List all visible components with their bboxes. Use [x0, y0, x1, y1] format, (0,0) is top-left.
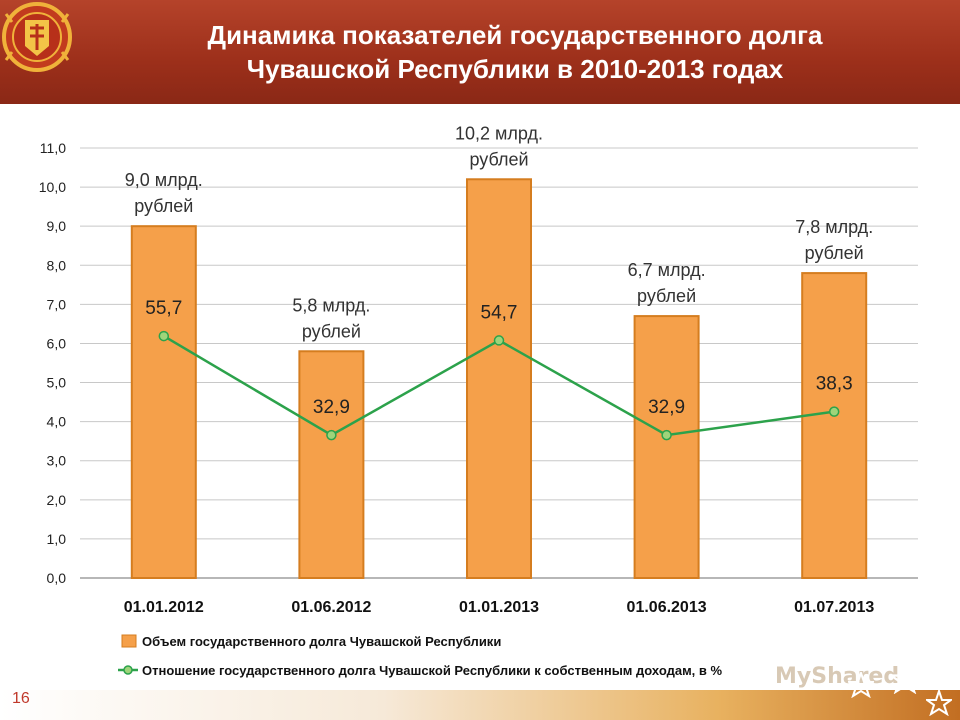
line-point	[493, 335, 505, 346]
bar-data-label: рублей	[469, 149, 528, 169]
chuvashia-emblem-icon	[2, 2, 72, 72]
line-point	[326, 429, 337, 441]
bar-data-label: рублей	[637, 286, 696, 306]
x-tick-label: 01.06.2013	[627, 599, 707, 616]
y-tick-label: 1,0	[47, 531, 67, 547]
bar-data-label: 10,2 млрд.	[455, 123, 543, 143]
bar-data-label: 9,0 млрд.	[125, 170, 203, 190]
bar-data-label: 6,7 млрд.	[628, 260, 706, 280]
star-ornament-icon	[848, 672, 874, 698]
y-tick-label: 9,0	[47, 218, 67, 234]
watermark-text: MyShared	[775, 664, 900, 689]
x-tick-label: 01.01.2012	[124, 599, 204, 616]
bar-data-label: 7,8 млрд.	[795, 217, 873, 237]
bar-data-label: 5,8 млрд.	[292, 295, 370, 315]
y-tick-label: 10,0	[39, 179, 66, 195]
slide-footer	[0, 690, 960, 720]
line-point	[158, 330, 170, 342]
legend-marker	[123, 665, 133, 675]
line-point	[661, 429, 672, 441]
bar-data-label: рублей	[302, 321, 361, 341]
slide-header	[0, 0, 960, 104]
legend-swatch-bar	[121, 634, 137, 648]
line-data-label: 54,7	[481, 302, 518, 323]
y-tick-label: 0,0	[47, 570, 67, 586]
line-data-label: 32,9	[313, 397, 350, 418]
y-tick-label: 6,0	[47, 335, 67, 351]
title-line-1: Динамика показателей государственного до…	[207, 20, 823, 50]
page-number: 16	[12, 690, 30, 707]
y-tick-label: 2,0	[47, 492, 67, 508]
y-tick-label: 8,0	[47, 257, 67, 273]
bar	[801, 272, 868, 579]
bar-data-label: рублей	[134, 196, 193, 216]
legend-label-line: Отношение государственного долга Чувашск…	[142, 663, 723, 678]
x-tick-label: 01.06.2012	[291, 599, 371, 616]
bar	[466, 178, 532, 579]
y-tick-label: 11,0	[40, 140, 66, 156]
line-data-label: 38,3	[816, 374, 853, 395]
star-ornament-icon	[926, 690, 952, 716]
star-ornament-icon	[890, 664, 920, 694]
y-tick-label: 5,0	[47, 375, 67, 391]
bar-data-label: рублей	[805, 243, 864, 263]
line-point	[828, 406, 840, 417]
legend-label-bar: Объем государственного долга Чувашской Р…	[142, 634, 501, 649]
bar	[130, 225, 197, 579]
y-tick-label: 7,0	[47, 296, 67, 312]
slide-title: Динамика показателей государственного до…	[95, 18, 935, 86]
debt-chart: 0,0 1,0 2,0 3,0 4,0 5,0 6,0 7,0 8,0 9,0 10,0 11,0 01…	[39, 123, 918, 678]
x-tick-label: 01.01.2013	[459, 599, 539, 616]
title-line-2: Чувашской Республики в 2010-2013 годах	[246, 54, 784, 84]
line-data-label: 55,7	[145, 298, 182, 319]
x-tick-label: 01.07.2013	[794, 599, 874, 616]
y-tick-label: 3,0	[47, 453, 67, 469]
bar	[298, 350, 365, 580]
y-tick-label: 4,0	[47, 414, 67, 430]
line-data-label: 32,9	[648, 397, 685, 418]
bar	[633, 315, 700, 579]
